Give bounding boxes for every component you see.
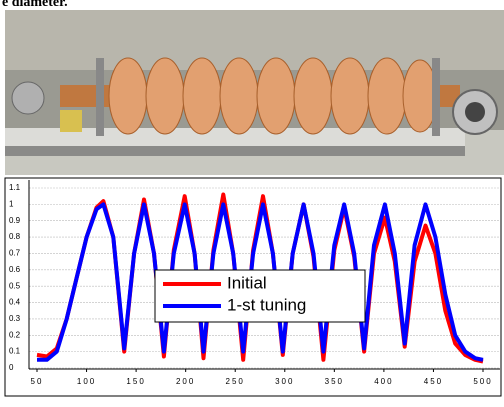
x-tick-label: 150 bbox=[126, 377, 145, 386]
x-tick-label: 250 bbox=[226, 377, 245, 386]
y-tick-label: 0.8 bbox=[9, 232, 21, 241]
x-tick-label: 500 bbox=[473, 377, 492, 386]
y-tick-label: 0.1 bbox=[9, 347, 21, 356]
y-tick-label: 0 bbox=[9, 363, 14, 372]
y-tick-label: 0.5 bbox=[9, 281, 21, 290]
legend-label: 1-st tuning bbox=[227, 295, 306, 314]
x-tick-label: 300 bbox=[275, 377, 294, 386]
x-tick-label: 50 bbox=[31, 377, 44, 386]
y-tick-label: 1.1 bbox=[9, 183, 21, 192]
legend-box bbox=[154, 269, 366, 323]
legend-label: Initial bbox=[227, 273, 267, 292]
x-tick-label: 100 bbox=[77, 377, 96, 386]
line-series bbox=[37, 202, 484, 362]
text-above: e diameter. bbox=[2, 0, 68, 10]
x-tick-label: 350 bbox=[325, 377, 344, 386]
x-tick-label: 400 bbox=[374, 377, 393, 386]
y-tick-label: 0.9 bbox=[9, 216, 21, 225]
y-tick-label: 1 bbox=[9, 199, 14, 208]
y-tick-label: 0.4 bbox=[9, 298, 21, 307]
photo bbox=[5, 10, 504, 175]
y-tick-label: 0.7 bbox=[9, 249, 21, 258]
y-tick-label: 0.2 bbox=[9, 330, 21, 339]
y-tick-label: 0.3 bbox=[9, 314, 21, 323]
x-tick-label: 450 bbox=[424, 377, 443, 386]
x-tick-label: 200 bbox=[176, 377, 195, 386]
y-tick-label: 0.6 bbox=[9, 265, 21, 274]
